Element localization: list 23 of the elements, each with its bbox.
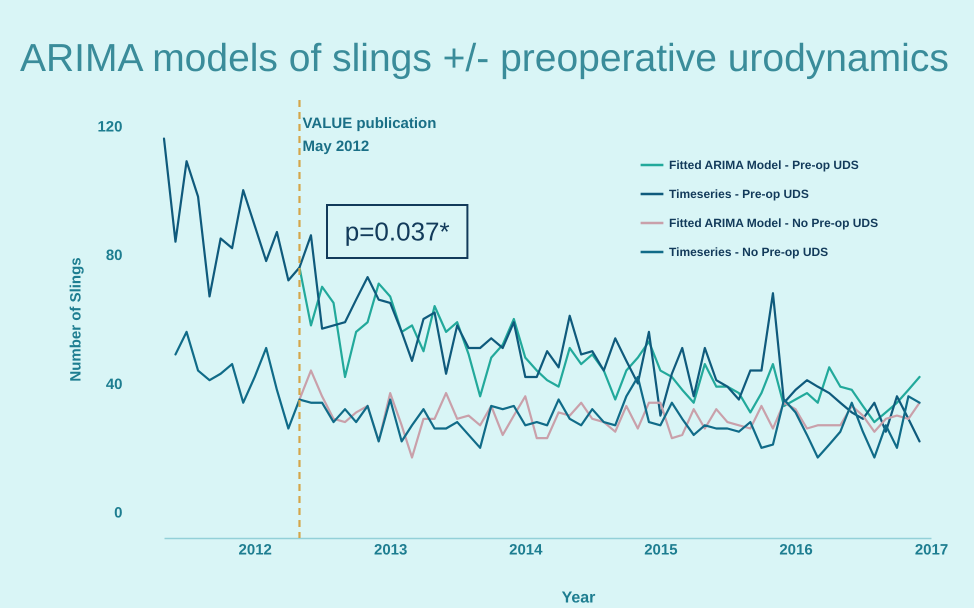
- x-tick-label: 2016: [779, 542, 813, 558]
- y-tick-label: 80: [106, 247, 122, 264]
- x-tick-label: 2013: [374, 542, 408, 558]
- legend-label: Timeseries - Pre-op UDS: [669, 187, 809, 201]
- x-tick-label: 2015: [644, 542, 678, 558]
- x-tick-label: 2014: [509, 542, 544, 558]
- line-series: [162, 138, 921, 442]
- legend-label: Fitted ARIMA Model - No Pre-op UDS: [669, 216, 878, 230]
- ref-line-label: VALUE publication May 2012: [302, 115, 436, 155]
- y-axis-title: Number of Slings: [67, 257, 84, 382]
- x-tick-label: 2012: [238, 542, 272, 558]
- line-series: [298, 266, 921, 424]
- line-series: [298, 369, 921, 459]
- y-tick-label: 120: [97, 118, 122, 136]
- y-tick-label: 40: [106, 376, 122, 393]
- line-series: [174, 330, 921, 459]
- x-tick-label: 2017: [914, 542, 948, 558]
- chart-title: ARIMA models of slings +/- preoperative urodynamics: [20, 36, 949, 80]
- annotation: p=0.037*: [344, 216, 450, 246]
- x-axis-title: Year: [562, 590, 596, 606]
- legend-label: Timeseries - No Pre-op UDS: [669, 245, 828, 259]
- y-tick-label: 0: [114, 504, 122, 522]
- legend-label: Fitted ARIMA Model - Pre-op UDS: [669, 158, 859, 172]
